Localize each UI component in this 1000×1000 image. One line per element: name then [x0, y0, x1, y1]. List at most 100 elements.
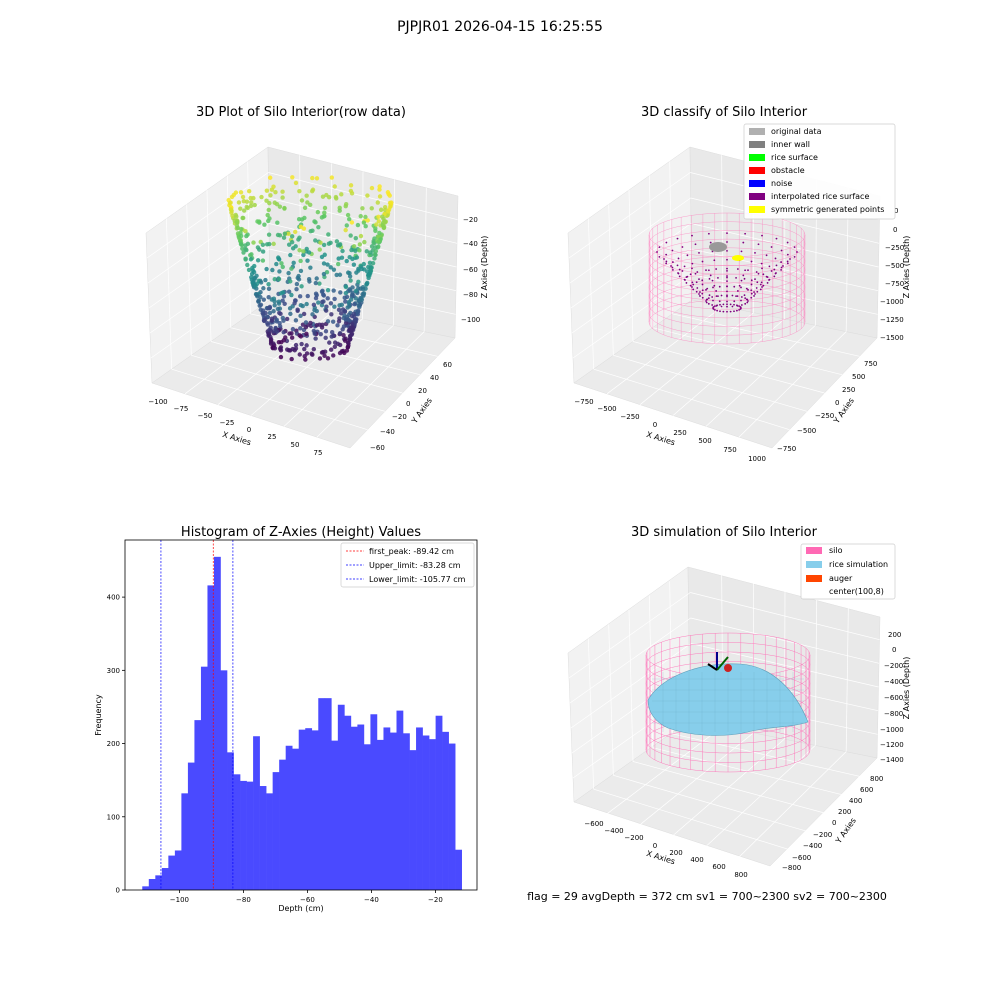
panel4-xtick-0: −600 — [584, 820, 603, 828]
panel2-symmetric-points-cluster — [732, 255, 744, 261]
interpolated-point — [689, 273, 692, 276]
legend-label-symmetric-generated-points: symmetric generated points — [771, 205, 884, 214]
interpolated-point — [759, 283, 762, 286]
interpolated-point — [761, 267, 763, 270]
point-cloud-point — [297, 352, 302, 357]
point-cloud-point — [266, 232, 272, 237]
panel1-xtick-2: −50 — [198, 412, 213, 420]
interpolated-point — [713, 284, 716, 287]
interpolated-point — [756, 290, 759, 293]
point-cloud-point — [342, 313, 347, 318]
interpolated-point — [684, 279, 686, 281]
interpolated-point — [701, 283, 704, 286]
point-cloud-point — [293, 342, 299, 348]
interpolated-point — [677, 272, 679, 274]
point-cloud-point — [344, 294, 350, 300]
point-cloud-point — [365, 193, 370, 198]
interpolated-point — [766, 276, 769, 278]
point-cloud-point — [306, 250, 312, 255]
point-cloud-point — [345, 317, 351, 322]
panel4-ytick-6: 400 — [849, 797, 862, 805]
interpolated-point — [685, 276, 688, 278]
panel4-legend: silo rice simulation auger center(100,8) — [800, 543, 896, 600]
point-cloud-point — [314, 323, 319, 328]
point-cloud-point — [251, 240, 256, 245]
histogram-y-tick-label: 200 — [107, 740, 120, 748]
interpolated-point — [762, 284, 765, 287]
point-cloud-point — [323, 329, 329, 334]
histogram-bar — [383, 727, 391, 890]
interpolated-point — [756, 281, 759, 284]
interpolated-point — [770, 270, 773, 272]
point-cloud-point — [268, 193, 273, 198]
point-cloud-point — [328, 347, 334, 352]
panel2-inner-wall-cluster — [709, 242, 727, 252]
interpolated-point — [726, 280, 728, 283]
grid-line — [150, 274, 270, 359]
panel4-ztick-6: −1000 — [880, 726, 904, 734]
point-cloud-point — [263, 277, 268, 283]
histogram-bar — [227, 752, 234, 890]
interpolated-point — [742, 274, 745, 277]
point-cloud-point — [349, 220, 355, 225]
point-cloud-point — [313, 336, 318, 341]
point-cloud-point — [287, 331, 292, 336]
panel4-auger-marker — [724, 664, 732, 672]
point-cloud-point — [345, 345, 351, 350]
interpolated-point — [782, 265, 784, 267]
point-cloud-point — [272, 303, 277, 308]
panel4-ytick-1: −600 — [792, 854, 811, 862]
interpolated-point — [726, 303, 728, 306]
interpolated-point — [709, 274, 712, 277]
point-cloud-point — [299, 198, 305, 203]
interpolated-point — [726, 267, 728, 270]
point-cloud-point — [235, 231, 241, 236]
interpolated-point — [786, 260, 789, 263]
panel-simulation: 3D simulation of Silo Interior −600 −400… — [567, 525, 911, 879]
interpolated-point — [789, 258, 791, 260]
histogram-y-tick-label: 100 — [107, 813, 120, 821]
interpolated-point — [701, 260, 704, 263]
point-cloud-point — [302, 205, 308, 210]
panel4-rice-mesh — [652, 672, 804, 732]
point-cloud-point — [339, 311, 344, 316]
point-cloud-point — [334, 239, 340, 244]
point-cloud-point — [372, 256, 377, 261]
interpolated-point — [757, 243, 760, 246]
point-cloud-point — [377, 184, 382, 189]
point-cloud-point — [289, 239, 295, 245]
point-cloud-point — [253, 283, 258, 289]
point-cloud-point — [238, 206, 243, 211]
point-cloud-point — [342, 350, 347, 356]
point-cloud-point — [280, 195, 285, 200]
panel4-ylabel: Y Axies — [833, 816, 858, 846]
legend-label-original-data: original data — [771, 127, 822, 136]
interpolated-point — [713, 305, 716, 308]
point-cloud-point — [328, 265, 333, 270]
point-cloud-point — [311, 302, 317, 308]
point-cloud-point — [274, 261, 279, 267]
interpolated-point — [712, 286, 714, 289]
point-cloud-point — [297, 235, 302, 240]
interpolated-point — [663, 258, 665, 260]
interpolated-point — [761, 286, 763, 288]
interpolated-point — [774, 257, 777, 260]
point-cloud-point — [323, 308, 329, 313]
point-cloud-point — [281, 294, 287, 299]
panel1-xtick-5: 25 — [268, 433, 277, 441]
point-cloud-point — [351, 262, 357, 267]
histogram-legend: first_peak: -89.42 cm Upper_limit: -83.2… — [340, 542, 475, 588]
footer-status: flag = 29 avgDepth = 372 cm sv1 = 700~23… — [527, 890, 887, 903]
interpolated-point — [766, 282, 769, 284]
histogram-bar — [272, 772, 280, 890]
legend-label-first-peak: first_peak: -89.42 cm — [369, 547, 454, 556]
point-cloud-point — [236, 200, 242, 205]
panel2-xtick-6: 750 — [723, 446, 736, 454]
legend-swatch-silo — [806, 547, 822, 554]
interpolated-point — [738, 305, 741, 308]
point-cloud-point — [299, 341, 304, 347]
legend-label-rice-simulation: rice simulation — [829, 560, 888, 569]
point-cloud-point — [267, 310, 273, 316]
point-cloud-point — [280, 298, 285, 303]
interpolated-point — [715, 268, 718, 270]
